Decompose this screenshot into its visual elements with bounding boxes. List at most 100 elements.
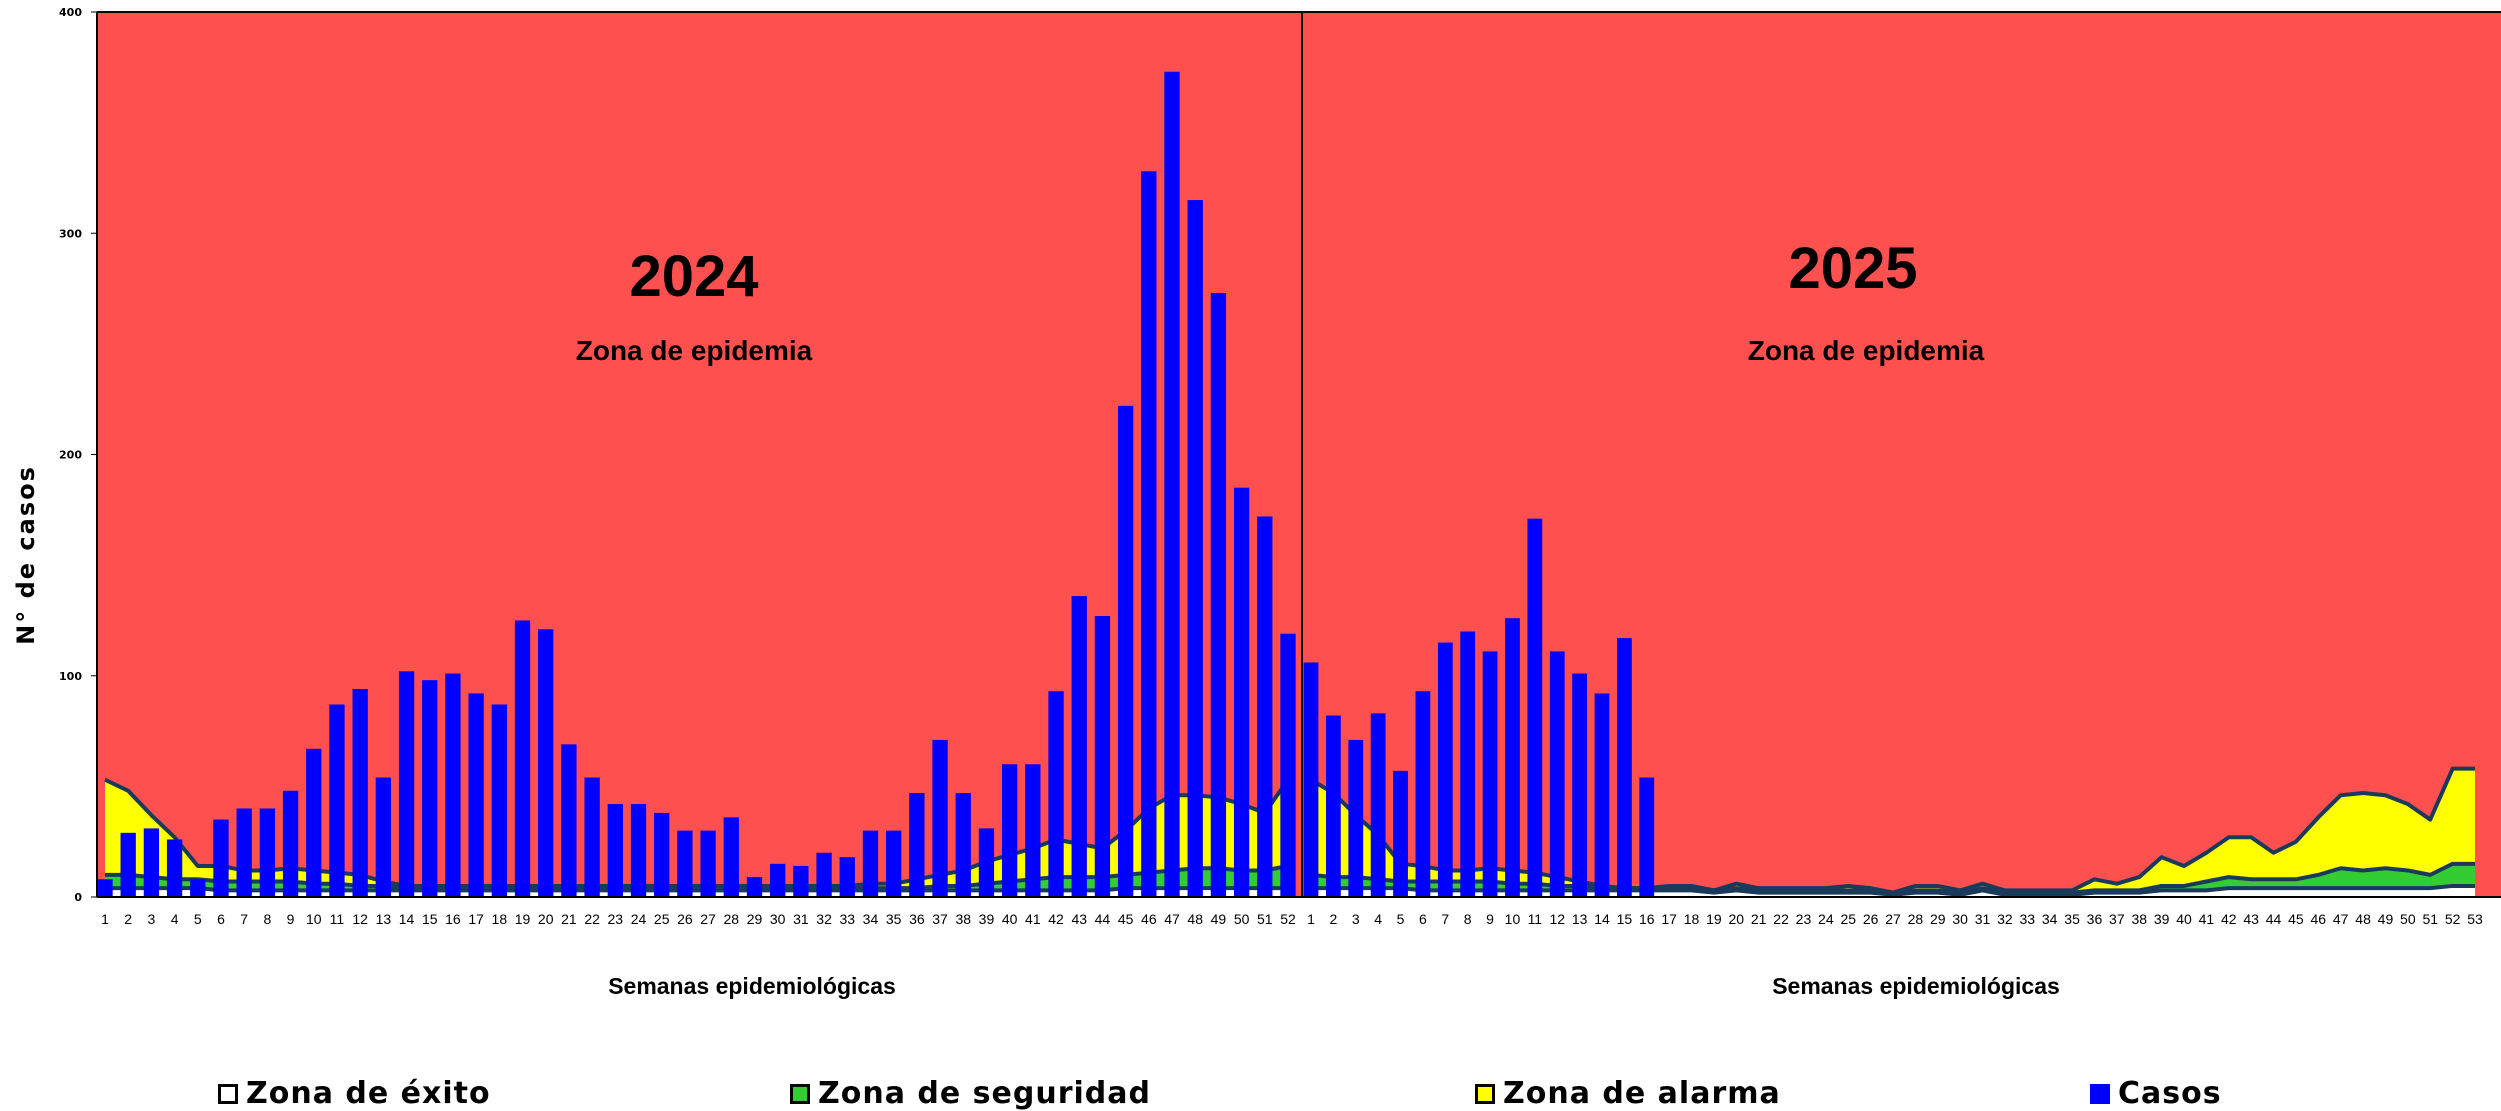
y-tick-400: 400: [59, 6, 82, 19]
x-tick-2025-49: 49: [2378, 911, 2394, 927]
case-bar-2024-week-24: [630, 804, 647, 897]
case-bar-2025-week-1: [1303, 662, 1319, 897]
case-bar-2025-week-5: [1393, 770, 1408, 897]
x-tick-2024-22: 22: [584, 911, 600, 927]
x-tick-2025-48: 48: [2355, 911, 2371, 927]
legend-label-exito: Zona de éxito: [246, 1076, 491, 1111]
legend-swatch-casos: [2090, 1083, 2110, 1104]
safety-line-2025: [1310, 861, 2475, 895]
legend-swatch-alarma: [1475, 1083, 1495, 1104]
x-tick-2025-14: 14: [1594, 911, 1610, 927]
x-tick-2024-38: 38: [955, 911, 971, 927]
x-tick-2025-16: 16: [1639, 911, 1655, 927]
x-tick-2024-42: 42: [1048, 911, 1064, 927]
case-bar-2024-week-21: [561, 744, 577, 897]
x-tick-2025-15: 15: [1617, 911, 1633, 927]
plot-area: 1 2 3 4 5 6 7 8 9 10 11 12 13 14 15 16 17 18 19 20 21 22 23 24 2…: [59, 6, 2501, 927]
case-bar-2024-week-11: [329, 704, 345, 897]
x-tick-2024-37: 37: [932, 911, 948, 927]
x-tick-2025-26: 26: [1863, 911, 1879, 927]
legend-swatch-exito: [218, 1083, 238, 1104]
x-tick-2024-35: 35: [886, 911, 902, 927]
case-bar-2024-week-31: [793, 866, 809, 897]
y-tick-100: 100: [59, 670, 82, 683]
year-label-2025: 2025: [1788, 236, 1917, 301]
case-bar-2024-week-22: [584, 777, 600, 897]
case-bar-2024-week-32: [816, 852, 832, 897]
x-tick-2025-24: 24: [1818, 911, 1834, 927]
case-bar-2024-week-10: [306, 748, 322, 897]
legend-label-casos: Casos: [2118, 1076, 2222, 1111]
x-tick-2024-49: 49: [1211, 911, 1227, 927]
x-tick-2024-27: 27: [700, 911, 716, 927]
x-tick-2025-53: 53: [2467, 911, 2483, 927]
x-tick-2024-4: 4: [171, 911, 179, 927]
x-tick-2024-11: 11: [330, 911, 345, 927]
x-tick-2025-11: 11: [1528, 911, 1543, 927]
x-tick-2025-32: 32: [1997, 911, 2013, 927]
y-axis-label: N° de casos: [12, 465, 40, 645]
case-bar-2025-week-2: [1325, 715, 1341, 897]
x-axis-label-2024: Semanas epidemiológicas: [608, 973, 896, 999]
x-tick-2025-7: 7: [1441, 911, 1449, 927]
case-bar-2025-week-6: [1415, 691, 1431, 897]
x-tick-2025-10: 10: [1505, 911, 1521, 927]
case-bar-2024-week-42: [1048, 691, 1064, 897]
x-tick-2025-47: 47: [2333, 911, 2349, 927]
x-tick-2025-43: 43: [2243, 911, 2259, 927]
x-tick-2024-2: 2: [124, 911, 132, 927]
x-tick-2024-32: 32: [816, 911, 832, 927]
case-bar-2025-week-10: [1505, 618, 1520, 897]
x-tick-2025-8: 8: [1464, 911, 1472, 927]
case-bar-2024-week-17: [468, 693, 484, 897]
x-tick-2024-34: 34: [863, 911, 879, 927]
case-bar-2024-week-5: [190, 879, 206, 897]
x-tick-2024-40: 40: [1002, 911, 1018, 927]
x-tick-2024-48: 48: [1187, 911, 1203, 927]
x-tick-2025-4: 4: [1374, 911, 1382, 927]
x-tick-2025-34: 34: [2042, 911, 2058, 927]
x-tick-2024-24: 24: [631, 911, 647, 927]
case-bar-2024-week-43: [1071, 596, 1087, 897]
case-bar-2024-week-48: [1187, 200, 1203, 897]
x-tick-2024-19: 19: [515, 911, 531, 927]
case-bar-2024-week-15: [422, 680, 438, 897]
case-bar-2024-week-47: [1164, 71, 1180, 898]
x-tick-2025-38: 38: [2131, 911, 2147, 927]
case-bar-2024-week-28: [723, 817, 739, 897]
x-tick-2024-43: 43: [1071, 911, 1087, 927]
x-tick-2024-9: 9: [287, 911, 295, 927]
case-bar-2024-week-39: [978, 828, 995, 897]
zone-label-2025: Zona de epidemia: [1748, 335, 1985, 366]
alarm-line-2024: [104, 777, 1290, 888]
case-bar-2024-week-9: [282, 790, 299, 897]
x-tick-2024-33: 33: [839, 911, 855, 927]
x-tick-2025-51: 51: [2422, 911, 2438, 927]
case-bar-2024-week-50: [1233, 487, 1250, 897]
case-bar-2024-week-4: [166, 839, 183, 897]
case-bar-2025-week-11: [1527, 518, 1543, 897]
case-bar-2024-week-46: [1141, 171, 1157, 898]
case-bar-2024-week-20: [538, 629, 554, 897]
case-bar-2024-week-38: [955, 793, 971, 897]
x-tick-2025-21: 21: [1751, 911, 1767, 927]
x-tick-2025-40: 40: [2176, 911, 2192, 927]
case-bar-2024-week-45: [1117, 405, 1134, 897]
x-tick-2024-10: 10: [306, 911, 322, 927]
case-bar-2025-week-15: [1616, 638, 1632, 897]
case-bar-2024-week-41: [1025, 764, 1041, 897]
case-bar-2024-week-23: [607, 804, 623, 897]
x-tick-2025-22: 22: [1773, 911, 1789, 927]
x-tick-2024-47: 47: [1164, 911, 1180, 927]
x-tick-2024-28: 28: [724, 911, 740, 927]
x-tick-2025-1: 1: [1307, 911, 1315, 927]
x-tick-2024-45: 45: [1118, 911, 1134, 927]
x-tick-2025-33: 33: [2020, 911, 2036, 927]
x-tick-2025-19: 19: [1706, 911, 1722, 927]
x-tick-2025-30: 30: [1952, 911, 1968, 927]
case-bar-2025-week-14: [1594, 693, 1610, 897]
x-tick-2025-50: 50: [2400, 911, 2416, 927]
x-tick-2025-52: 52: [2445, 911, 2461, 927]
legend-item-seguridad: Zona de seguridad: [790, 1076, 1151, 1111]
case-bar-2024-week-8: [259, 808, 276, 897]
